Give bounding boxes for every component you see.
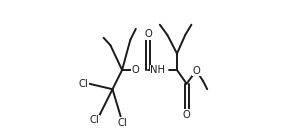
- Text: O: O: [132, 65, 140, 75]
- Text: O: O: [183, 110, 191, 120]
- Text: O: O: [144, 29, 152, 39]
- Text: NH: NH: [150, 65, 165, 75]
- Text: Cl: Cl: [78, 79, 88, 89]
- Text: Cl: Cl: [90, 115, 99, 125]
- Text: O: O: [192, 66, 200, 76]
- Text: Cl: Cl: [118, 118, 128, 128]
